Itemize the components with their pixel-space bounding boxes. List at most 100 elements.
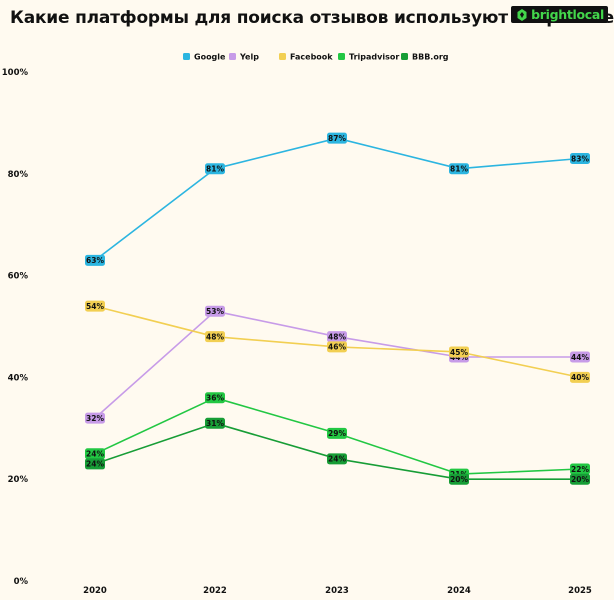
data-point-facebook: 54% bbox=[85, 300, 105, 312]
data-point-tripadvisor: 36% bbox=[205, 392, 225, 404]
data-point-bbb-org: 31% bbox=[205, 417, 225, 429]
data-point-google: 83% bbox=[570, 153, 590, 165]
legend-swatch-google bbox=[183, 53, 190, 60]
x-tick-label: 2025 bbox=[568, 586, 592, 596]
data-label-box bbox=[570, 463, 590, 475]
data-point-facebook: 46% bbox=[327, 341, 347, 353]
x-tick-label: 2022 bbox=[203, 586, 227, 596]
chart-title: Какие платформы для поиска отзывов испол… bbox=[10, 8, 614, 28]
data-label: 48% bbox=[206, 332, 224, 341]
legend-swatch-yelp bbox=[229, 53, 236, 60]
data-point-yelp: 44% bbox=[570, 351, 590, 363]
legend-label-facebook: Facebook bbox=[290, 53, 333, 62]
legend-label-bbb-org: BBB.org bbox=[412, 53, 449, 62]
legend-swatch-tripadvisor bbox=[338, 53, 345, 60]
legend-label-yelp: Yelp bbox=[239, 53, 259, 62]
data-point-tripadvisor: 24% bbox=[85, 448, 105, 460]
data-label-box bbox=[205, 417, 225, 429]
data-point-tripadvisor: 29% bbox=[327, 427, 347, 439]
data-point-google: 87% bbox=[327, 132, 347, 144]
data-label: 45% bbox=[450, 348, 468, 357]
data-point-yelp: 32% bbox=[85, 412, 105, 424]
data-label: 32% bbox=[86, 414, 104, 423]
data-label-box bbox=[327, 132, 347, 144]
data-label-box bbox=[205, 305, 225, 317]
data-label-box bbox=[205, 331, 225, 343]
data-point-bbb-org: 24% bbox=[85, 458, 105, 470]
data-point-bbb-org: 20% bbox=[449, 473, 469, 485]
data-label: 83% bbox=[571, 154, 589, 163]
data-label: 63% bbox=[86, 256, 104, 265]
legend-swatch-bbb-org bbox=[401, 53, 408, 60]
data-label-box bbox=[449, 346, 469, 358]
data-label-box bbox=[85, 254, 105, 266]
data-label-box bbox=[449, 163, 469, 175]
data-label-box bbox=[327, 331, 347, 343]
data-label-box bbox=[85, 300, 105, 312]
data-label: 24% bbox=[86, 450, 104, 459]
x-tick-label: 2024 bbox=[447, 586, 471, 596]
data-point-bbb-org: 24% bbox=[327, 453, 347, 465]
data-label: 20% bbox=[450, 475, 468, 484]
data-label: 24% bbox=[328, 455, 346, 464]
y-tick-label: 80% bbox=[8, 170, 29, 180]
legend: Google Yelp Facebook Tripadvisor BBB.org bbox=[183, 53, 449, 62]
data-label: 20% bbox=[571, 475, 589, 484]
data-label-box bbox=[570, 351, 590, 363]
data-label-box bbox=[327, 341, 347, 353]
data-label: 22% bbox=[571, 465, 589, 474]
data-label-box bbox=[570, 153, 590, 165]
y-tick-label: 0% bbox=[14, 577, 29, 587]
y-tick-label: 20% bbox=[8, 475, 29, 485]
data-point-google: 63% bbox=[85, 254, 105, 266]
data-point-google: 81% bbox=[449, 163, 469, 175]
data-point-bbb-org: 20% bbox=[570, 473, 590, 485]
data-point-facebook: 45% bbox=[449, 346, 469, 358]
axes: 0% 20% 40% 60% 80% 100% 2020 2022 2023 2024 2025 bbox=[2, 68, 592, 596]
brand-logo: brightlocal bbox=[511, 6, 608, 23]
data-point-tripadvisor: 22% bbox=[570, 463, 590, 475]
data-label: 53% bbox=[206, 307, 224, 316]
data-labels: 63%81%87%81%83%32%53%48%44%44%54%48%46%4… bbox=[85, 132, 590, 485]
brightlocal-logo-icon bbox=[517, 8, 527, 21]
data-label: 46% bbox=[328, 343, 346, 352]
data-label: 24% bbox=[86, 460, 104, 469]
data-label-box bbox=[327, 427, 347, 439]
data-label-box bbox=[85, 458, 105, 470]
legend-swatch-facebook bbox=[279, 53, 286, 60]
y-tick-label: 40% bbox=[8, 373, 29, 383]
y-tick-label: 60% bbox=[8, 272, 29, 282]
data-label-box bbox=[570, 371, 590, 383]
data-label-box bbox=[85, 448, 105, 460]
series-line-yelp bbox=[94, 310, 580, 419]
legend-label-google: Google bbox=[194, 53, 226, 62]
data-label: 81% bbox=[206, 165, 224, 174]
data-point-facebook: 40% bbox=[570, 371, 590, 383]
data-label-box bbox=[205, 163, 225, 175]
x-tick-label: 2023 bbox=[325, 586, 349, 596]
data-label: 29% bbox=[328, 429, 346, 438]
y-tick-label: 100% bbox=[2, 68, 29, 78]
data-label: 81% bbox=[450, 165, 468, 174]
data-point-google: 81% bbox=[205, 163, 225, 175]
data-label: 44% bbox=[571, 353, 589, 362]
data-label-box bbox=[205, 392, 225, 404]
legend-label-tripadvisor: Tripadvisor bbox=[349, 53, 399, 62]
data-label: 87% bbox=[328, 134, 346, 143]
data-point-facebook: 48% bbox=[205, 331, 225, 343]
data-label: 48% bbox=[328, 332, 346, 341]
data-label-box bbox=[327, 453, 347, 465]
data-label: 40% bbox=[571, 373, 589, 382]
data-label-box bbox=[449, 473, 469, 485]
data-label: 36% bbox=[206, 394, 224, 403]
brand-name: brightlocal bbox=[531, 7, 604, 22]
data-label-box bbox=[570, 473, 590, 485]
series-line-google bbox=[94, 137, 581, 261]
data-point-yelp: 53% bbox=[205, 305, 225, 317]
data-label: 31% bbox=[206, 419, 224, 428]
data-label-box bbox=[85, 412, 105, 424]
data-label: 54% bbox=[86, 302, 104, 311]
x-tick-label: 2020 bbox=[83, 586, 107, 596]
data-point-yelp: 48% bbox=[327, 331, 347, 343]
